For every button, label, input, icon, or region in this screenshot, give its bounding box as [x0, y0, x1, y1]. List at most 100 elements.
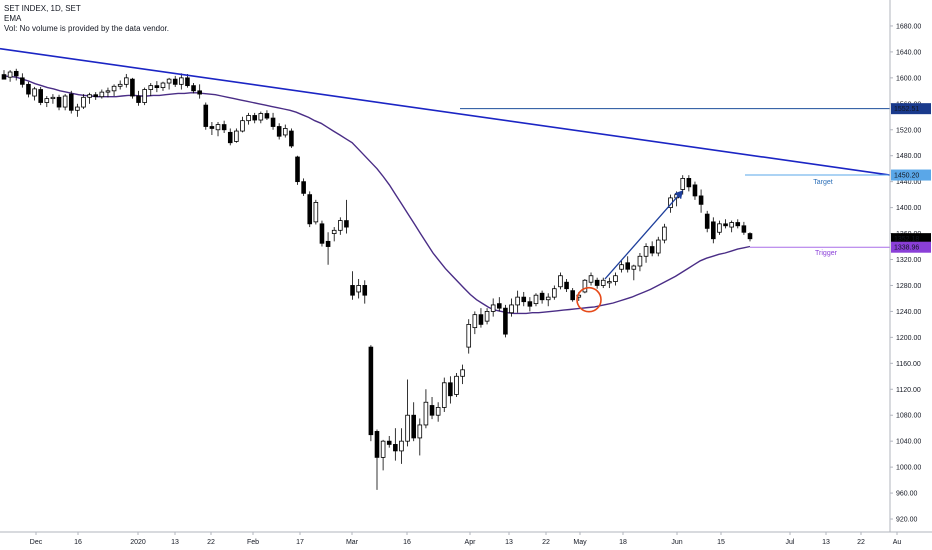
current-price-tag-text: 1352.18	[894, 236, 919, 243]
candle-body	[295, 156, 300, 183]
candle-body	[747, 233, 753, 240]
candle-body	[619, 264, 624, 270]
price-axis[interactable]: 1680.001640.001600.001560.001520.001480.…	[889, 0, 921, 532]
price-tags: 1552.51 1450.20 1352.18 1338.96	[891, 103, 931, 253]
candle	[368, 345, 374, 442]
candle-body	[325, 240, 331, 247]
time-tick-label: 13	[822, 539, 830, 546]
candle-body	[374, 431, 380, 458]
candle	[741, 221, 747, 235]
highlight-circle	[576, 286, 602, 313]
candle-body	[148, 85, 154, 90]
candle	[252, 112, 257, 124]
candle	[558, 272, 563, 290]
candle-body	[643, 246, 649, 257]
candle	[692, 181, 698, 200]
candle-body	[313, 202, 319, 223]
candle-body	[600, 279, 606, 286]
candle	[723, 219, 728, 229]
candle	[344, 199, 349, 234]
price-tick-label: 1320.00	[896, 257, 921, 264]
candle-body	[179, 77, 184, 85]
candle-body	[264, 113, 270, 119]
candle-body	[289, 130, 294, 147]
candle-body	[1, 74, 7, 80]
candle	[637, 253, 643, 272]
candle-body	[215, 124, 221, 131]
time-tick-label: Au	[893, 539, 902, 546]
candle-body	[545, 296, 551, 301]
candle	[356, 278, 361, 299]
candle	[625, 256, 630, 273]
candle	[209, 121, 215, 135]
candle	[545, 293, 551, 307]
candle	[38, 86, 43, 106]
candle-body	[509, 304, 514, 314]
candle-body	[698, 195, 704, 205]
candle	[552, 285, 557, 300]
candle	[301, 178, 306, 196]
candle-body	[417, 424, 423, 439]
candle	[331, 227, 337, 242]
candle-body	[362, 285, 368, 296]
candle-body	[197, 90, 202, 95]
candle	[166, 77, 172, 90]
candle-body	[496, 303, 502, 309]
time-axis[interactable]: Dec 16 2020 13 22 Feb 17 Mar 16 Apr 13 22 May 18 Jun 15…	[0, 531, 932, 546]
candle-body	[429, 405, 435, 416]
candle	[295, 155, 300, 185]
candle-body	[582, 279, 588, 293]
candle-body	[13, 70, 19, 77]
candle	[649, 241, 655, 257]
candle-body	[539, 292, 545, 301]
price-tick-label: 1040.00	[896, 439, 921, 446]
candle-body	[185, 77, 190, 87]
candle	[179, 73, 184, 90]
price-tick-label: 1680.00	[896, 23, 921, 30]
candle	[423, 389, 429, 429]
candle	[26, 81, 31, 98]
candle	[227, 128, 233, 146]
current-price-tag: 1352.18	[891, 233, 931, 245]
candle	[484, 308, 490, 325]
ema-layer	[3, 75, 751, 315]
candle	[172, 75, 178, 87]
time-tick-label: 13	[171, 539, 179, 546]
candle	[130, 77, 135, 99]
candle	[87, 92, 92, 104]
candle-body	[655, 239, 661, 254]
symbol-label[interactable]: SET INDEX, 1D, SET	[4, 4, 81, 13]
candle-body	[209, 126, 215, 129]
candle-body	[50, 96, 56, 100]
price-tick-label: 1400.00	[896, 205, 921, 212]
candle-body	[521, 296, 527, 303]
candle	[509, 298, 514, 317]
ema-price-tag-bg	[891, 241, 931, 253]
candle	[686, 175, 692, 192]
candle	[117, 80, 123, 90]
candle-body	[246, 115, 251, 122]
candle-body	[729, 222, 734, 228]
price-tick-label: 1200.00	[896, 335, 921, 342]
candle-body	[570, 290, 575, 301]
price-tick-label: 1080.00	[896, 413, 921, 420]
candle	[362, 280, 368, 304]
candle	[142, 87, 147, 106]
candle-body	[105, 90, 111, 93]
candle	[527, 297, 533, 312]
candle	[81, 94, 86, 109]
candle-body	[393, 444, 398, 452]
candle	[20, 73, 25, 88]
candle-body	[503, 307, 508, 335]
candle	[411, 402, 416, 442]
candle-body	[20, 77, 25, 85]
candle-body	[552, 288, 557, 298]
ema-indicator-label[interactable]: EMA	[4, 14, 22, 23]
candle	[564, 278, 569, 292]
candle-body	[172, 78, 178, 85]
candle	[441, 377, 447, 412]
candle	[313, 199, 319, 225]
candle-body	[7, 71, 13, 78]
candle	[185, 73, 190, 88]
